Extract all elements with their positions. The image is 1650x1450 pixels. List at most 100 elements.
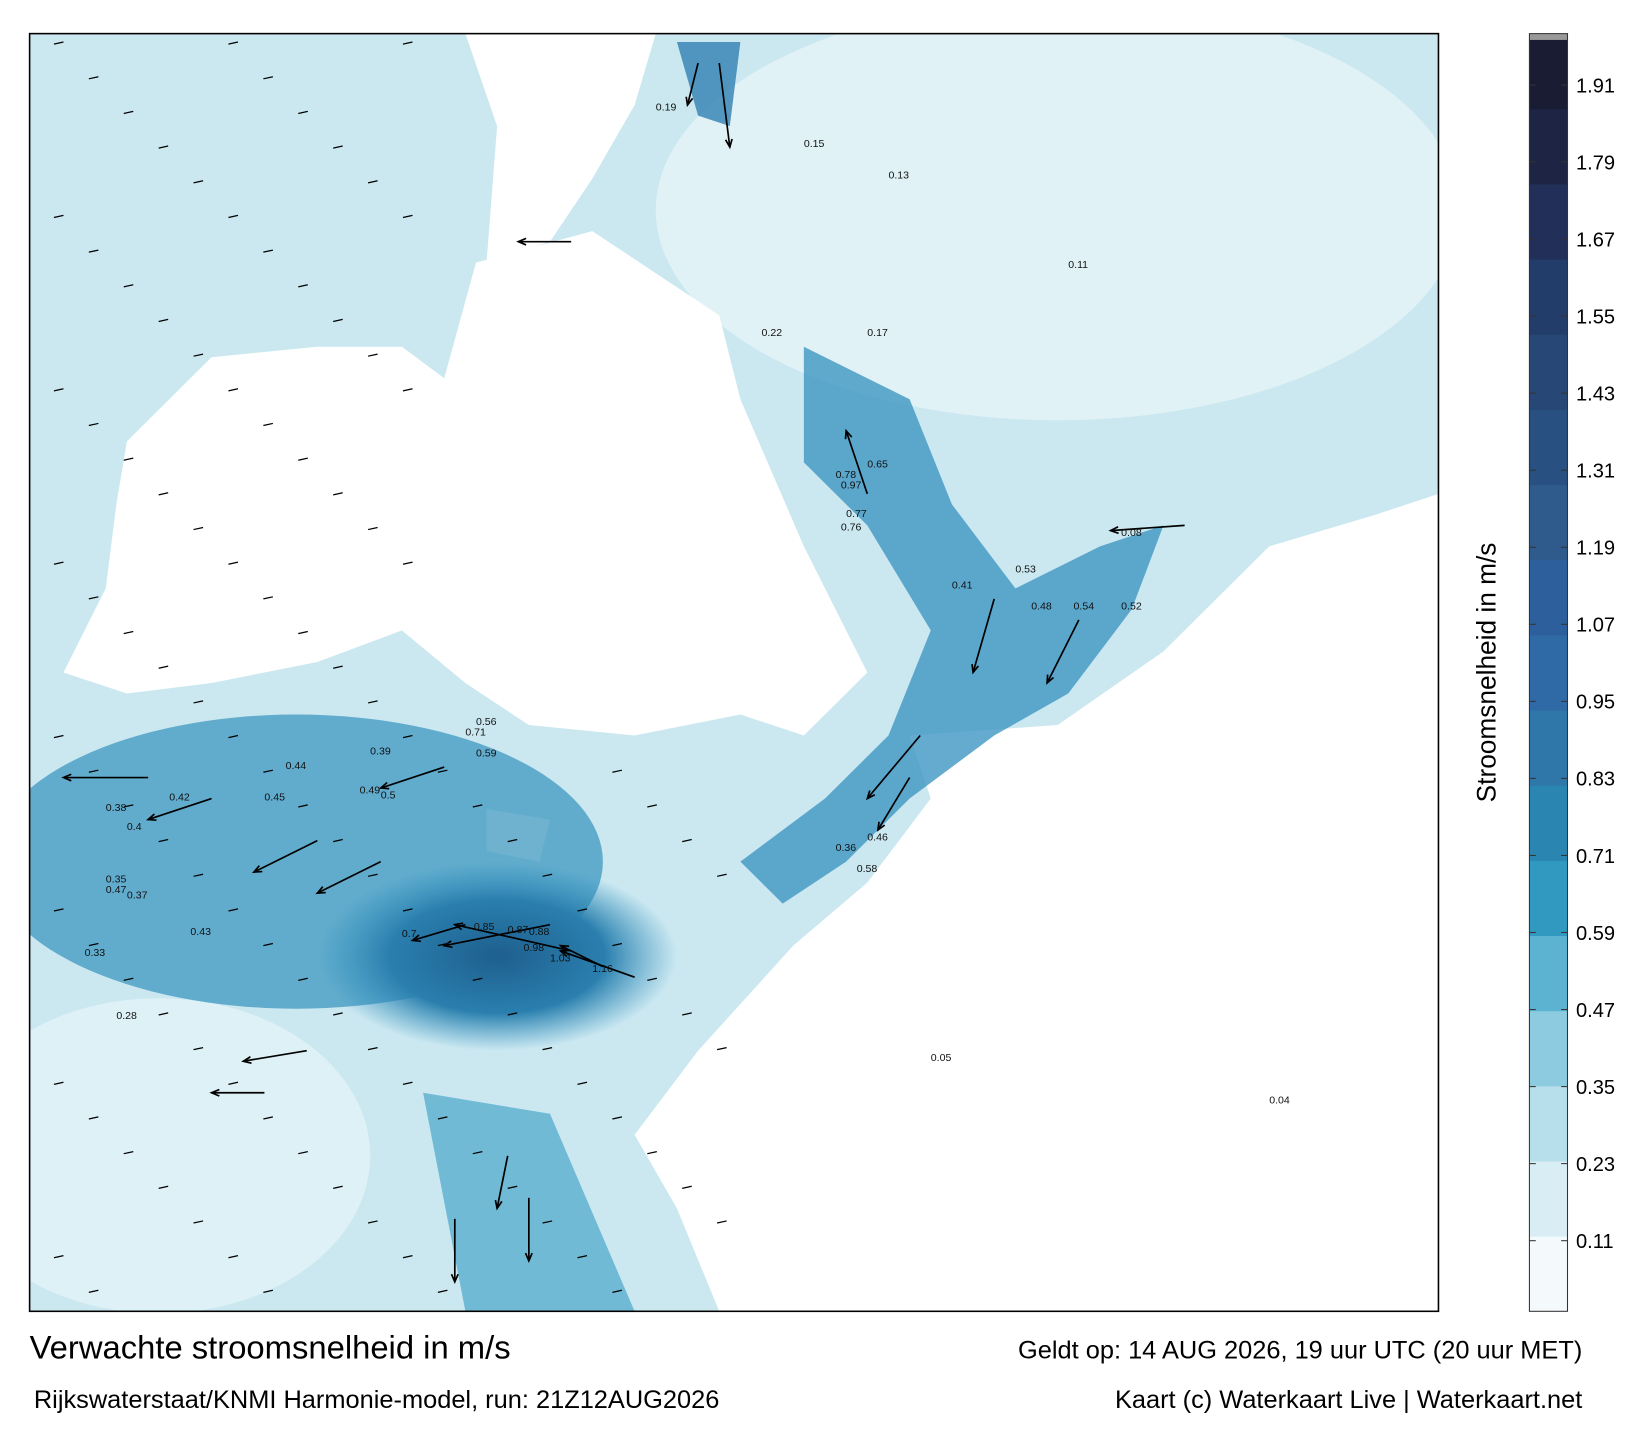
grid-arrow bbox=[647, 804, 657, 808]
valid-time: Geldt op: 14 AUG 2026, 19 uur UTC (20 uu… bbox=[1018, 1337, 1582, 1365]
colorbar-tick-label: 0.11 bbox=[1576, 1231, 1614, 1253]
grid-arrow bbox=[716, 1220, 727, 1224]
arrow-head bbox=[724, 138, 733, 150]
grid-arrow bbox=[298, 284, 308, 288]
grid-arrow bbox=[507, 1012, 518, 1016]
arrow-head bbox=[685, 96, 694, 108]
speed-label: 0.85 bbox=[474, 921, 495, 933]
colorbar-tick-label: 1.07 bbox=[1576, 615, 1615, 637]
current-zone bbox=[317, 861, 677, 1051]
grid-arrow bbox=[88, 1116, 99, 1120]
current-arrow bbox=[877, 777, 911, 831]
grid-arrow bbox=[228, 734, 239, 739]
grid-arrow bbox=[88, 942, 99, 947]
speed-label: 0.36 bbox=[836, 842, 857, 854]
grid-arrow bbox=[612, 1289, 623, 1294]
grid-arrow bbox=[228, 41, 239, 45]
speed-label: 0.65 bbox=[867, 459, 888, 471]
arrow-head bbox=[452, 922, 464, 931]
colorbar-band bbox=[1529, 183, 1568, 260]
grid-arrow bbox=[472, 977, 483, 981]
grid-arrow bbox=[88, 596, 99, 600]
speed-label: 0.47 bbox=[106, 884, 127, 896]
colorbar-band bbox=[1529, 108, 1568, 185]
current-arrow bbox=[243, 1049, 307, 1063]
arrow-head bbox=[516, 237, 527, 246]
speed-label: 0.42 bbox=[169, 792, 190, 804]
arrow-head bbox=[844, 428, 853, 440]
grid-arrow bbox=[123, 1150, 134, 1155]
grid-arrow bbox=[193, 526, 204, 531]
arrows bbox=[53, 41, 1185, 1294]
speed-label: 0.35 bbox=[106, 874, 127, 886]
speed-label: 0.38 bbox=[106, 802, 127, 814]
current-arrow bbox=[686, 62, 699, 106]
colorbar-band bbox=[1529, 935, 1568, 1012]
arrow-head bbox=[410, 934, 422, 943]
grid-arrow bbox=[193, 180, 204, 184]
grid-arrow bbox=[193, 1046, 204, 1051]
colorbar-tick-label: 0.23 bbox=[1576, 1154, 1615, 1176]
grid-arrow bbox=[542, 873, 553, 877]
speed-label: 0.53 bbox=[1015, 564, 1036, 576]
grid-arrow bbox=[88, 1289, 99, 1294]
grid-arrow bbox=[612, 769, 623, 773]
colorbar-frame bbox=[1528, 33, 1569, 1312]
arrow-head bbox=[558, 944, 570, 953]
grid-arrow bbox=[53, 214, 64, 219]
grid-arrow bbox=[402, 214, 413, 219]
arrow-head bbox=[442, 940, 453, 949]
current-arrow bbox=[316, 860, 382, 894]
speed-label: 0.44 bbox=[286, 760, 307, 772]
colorbar-tick-label: 1.55 bbox=[1576, 307, 1615, 329]
grid-arrow bbox=[333, 665, 343, 669]
speed-label: 0.37 bbox=[127, 889, 148, 901]
arrow-head bbox=[146, 813, 157, 822]
arrow-head bbox=[971, 664, 980, 675]
speed-label: 0.41 bbox=[952, 579, 973, 591]
grid-arrow bbox=[402, 1255, 413, 1259]
arrow-head bbox=[876, 821, 886, 832]
grid-arrow bbox=[228, 1255, 239, 1259]
arrow-head bbox=[315, 886, 326, 895]
grid-arrow bbox=[228, 214, 239, 219]
grid-arrow bbox=[88, 249, 99, 253]
grid-arrow bbox=[612, 942, 623, 947]
grid-arrow bbox=[193, 353, 204, 357]
colorbar-band bbox=[1529, 1160, 1568, 1237]
colorbar-band bbox=[1529, 1010, 1568, 1087]
grid-arrow bbox=[367, 353, 378, 357]
speed-label: 0.59 bbox=[476, 748, 497, 760]
grid-arrow bbox=[263, 76, 274, 80]
current-arrow bbox=[1046, 619, 1080, 684]
grid-arrow bbox=[228, 388, 239, 392]
grid-arrow bbox=[158, 145, 169, 149]
speed-label: 0.33 bbox=[85, 947, 106, 959]
grid-arrow bbox=[298, 804, 308, 808]
grid-arrow bbox=[88, 76, 99, 80]
grid-arrow bbox=[193, 873, 204, 877]
grid-arrow bbox=[472, 1150, 483, 1155]
speed-label: 0.05 bbox=[931, 1052, 952, 1064]
grid-arrow bbox=[682, 1012, 692, 1016]
current-arrow bbox=[496, 1155, 509, 1209]
arrow-head bbox=[450, 1273, 459, 1285]
grid-arrow bbox=[507, 1185, 518, 1189]
grid-arrow bbox=[682, 1185, 692, 1189]
colorbar-label: Stroomsnelheid in m/s bbox=[1471, 543, 1501, 803]
grid-arrow bbox=[402, 734, 413, 739]
colorbar: 0.11 0.23 0.35 0.47 0.59 0.71 0.83 0.95 1.07 1.19… bbox=[1529, 33, 1615, 1312]
speed-label: 0.04 bbox=[1269, 1094, 1290, 1106]
grid-arrow bbox=[53, 1255, 64, 1259]
grid-arrow bbox=[158, 1185, 169, 1189]
speed-label: 0.77 bbox=[846, 508, 867, 520]
grid-arrow bbox=[647, 1150, 657, 1155]
colorbar-tick-label: 1.91 bbox=[1576, 75, 1615, 97]
colorbar-band bbox=[1529, 860, 1568, 937]
colorbar-cap bbox=[1529, 33, 1568, 40]
colorbar-band bbox=[1529, 484, 1568, 561]
grid-arrow bbox=[228, 561, 239, 565]
current-arrow bbox=[454, 923, 572, 952]
speed-label: 0.88 bbox=[529, 926, 550, 938]
